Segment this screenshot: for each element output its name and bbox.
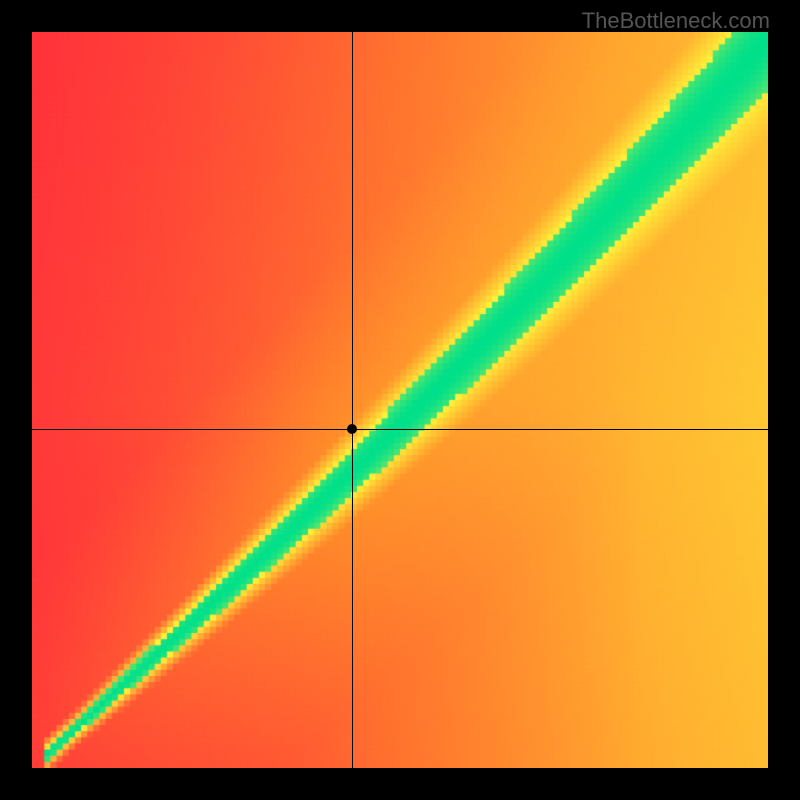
heatmap-canvas — [32, 32, 768, 768]
watermark-text: TheBottleneck.com — [582, 8, 770, 34]
crosshair-vertical — [352, 32, 353, 768]
crosshair-marker — [347, 424, 357, 434]
chart-root: TheBottleneck.com — [0, 0, 800, 800]
heatmap-area — [32, 32, 768, 768]
crosshair-horizontal — [32, 429, 768, 430]
